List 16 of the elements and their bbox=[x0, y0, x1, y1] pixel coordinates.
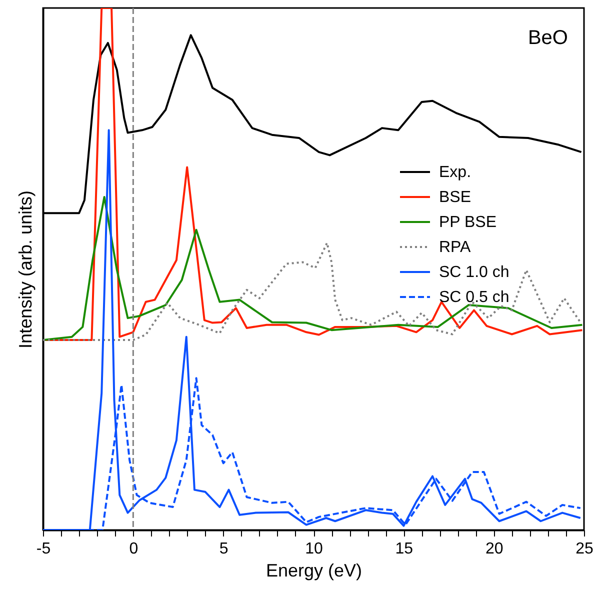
legend-label: PP BSE bbox=[439, 214, 497, 231]
x-tick-label: 10 bbox=[305, 540, 323, 558]
legend-label: BSE bbox=[439, 189, 472, 206]
x-tick-label: 25 bbox=[576, 540, 594, 558]
legend-label: SC 1.0 ch bbox=[439, 264, 510, 281]
annotation: BeO bbox=[528, 27, 568, 49]
x-tick-label: 5 bbox=[219, 540, 228, 558]
y-axis-title: Intensity (arb. units) bbox=[16, 190, 36, 349]
x-tick-label: 15 bbox=[395, 540, 414, 558]
x-axis-title: Energy (eV) bbox=[266, 560, 362, 580]
x-tick-label: -5 bbox=[36, 540, 51, 558]
legend-label: Exp. bbox=[439, 164, 472, 181]
legend-label: SC 0.5 ch bbox=[439, 289, 510, 306]
x-tick-label: 0 bbox=[129, 540, 138, 558]
x-tick-label: 20 bbox=[485, 540, 504, 558]
legend-label: RPA bbox=[439, 239, 472, 256]
